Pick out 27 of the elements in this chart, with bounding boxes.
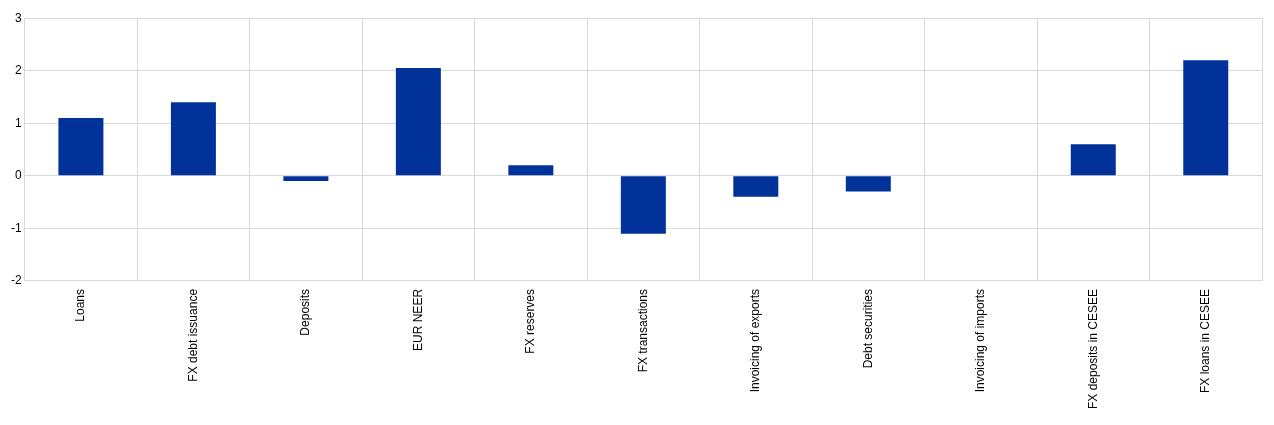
bar xyxy=(620,176,666,234)
x-tick-label: Debt securities xyxy=(860,288,875,369)
y-tick-label: 1 xyxy=(14,115,22,130)
y-tick-label: 3 xyxy=(14,10,22,25)
x-tick-label: Invoicing of exports xyxy=(748,288,763,393)
bar xyxy=(395,68,441,176)
x-tick-label: FX deposits in CESEE xyxy=(1085,288,1100,410)
bar xyxy=(508,165,554,176)
bar xyxy=(283,176,329,182)
x-tick-label: FX debt issuance xyxy=(185,288,200,382)
bar xyxy=(733,176,779,197)
bar xyxy=(1183,60,1229,176)
y-tick-label: -1 xyxy=(11,220,22,235)
x-tick-label: FX transactions xyxy=(635,288,650,373)
bar xyxy=(845,176,891,192)
bar xyxy=(1070,144,1116,176)
x-tick-label: Loans xyxy=(73,288,88,322)
x-tick-label: FX reserves xyxy=(523,288,538,354)
y-tick-label: 0 xyxy=(14,168,22,183)
x-tick-label: Deposits xyxy=(298,288,313,336)
x-tick-label: FX loans in CESEE xyxy=(1198,288,1213,393)
bar xyxy=(58,118,104,176)
x-tick-label: EUR NEER xyxy=(410,288,425,351)
x-tick-label: Invoicing of imports xyxy=(973,288,988,393)
bar xyxy=(170,102,216,176)
y-tick-label: -2 xyxy=(11,273,22,288)
y-tick-label: 2 xyxy=(14,63,22,78)
